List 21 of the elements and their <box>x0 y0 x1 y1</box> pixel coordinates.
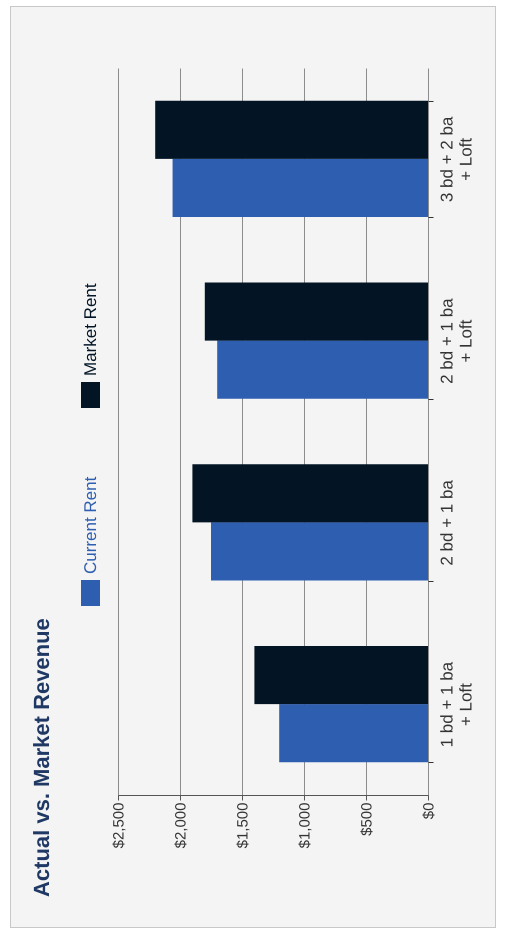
y-tick-label: 2 bd + 1 ba <box>438 480 456 566</box>
x-tick-label: $1,500 <box>234 802 252 848</box>
x-tick-label: $2,000 <box>172 802 190 848</box>
bar <box>211 522 428 581</box>
y-tick-label: 3 bd + 2 ba + Loft <box>438 116 476 202</box>
bar <box>192 464 428 522</box>
bar <box>204 282 428 341</box>
y-tick-label: 2 bd + 1 ba + Loft <box>438 298 476 384</box>
text: Actual vs. Market Revenue <box>29 618 54 897</box>
bar <box>279 704 428 762</box>
y-tick-label: 1 bd + 1 ba + Loft <box>438 661 476 748</box>
x-tick-label: $2,500 <box>110 802 128 848</box>
bar <box>254 646 428 704</box>
text: Current Rent <box>81 476 100 574</box>
x-tick-label: $500 <box>358 802 376 836</box>
text: Market Rent <box>81 283 100 376</box>
x-tick-label: $0 <box>420 802 438 820</box>
bar <box>155 100 428 159</box>
bar <box>217 340 428 399</box>
x-tick-label: $1,000 <box>296 802 314 848</box>
bar <box>172 158 428 218</box>
